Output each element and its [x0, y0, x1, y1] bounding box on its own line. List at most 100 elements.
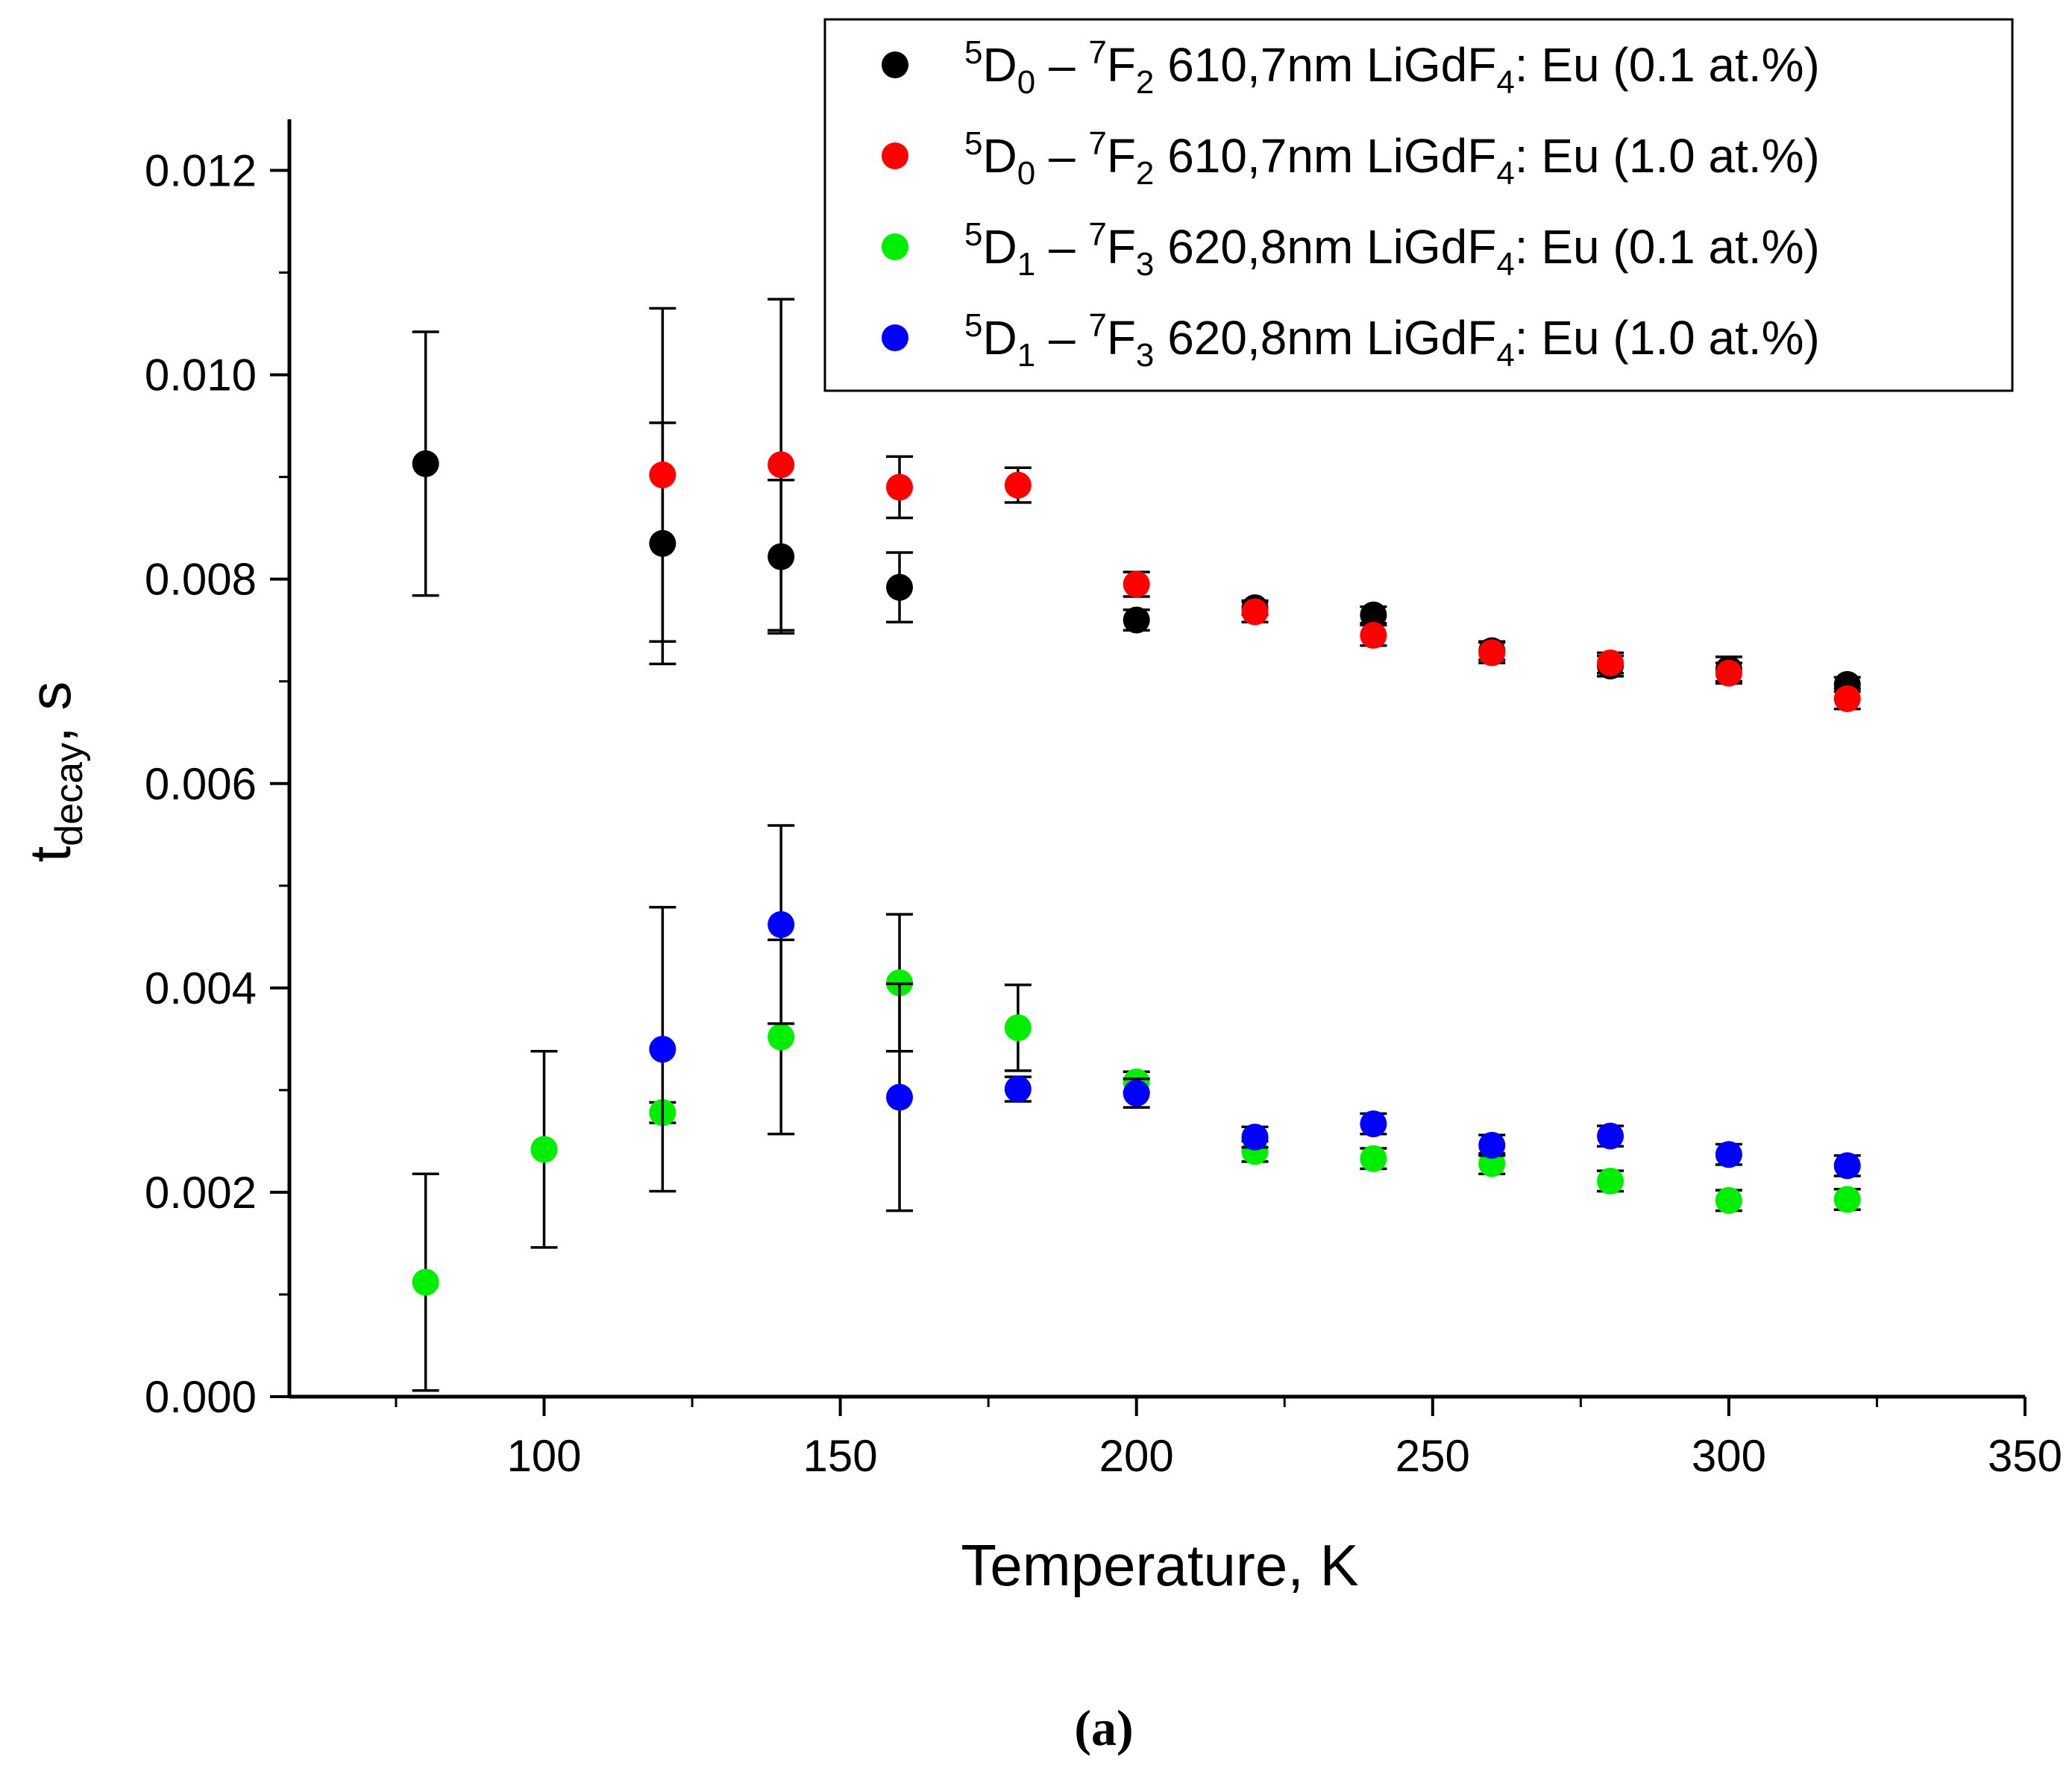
- legend-label-sup1: 5: [964, 216, 982, 253]
- y-tick-label: 0.010: [145, 350, 257, 400]
- legend-label-dash: –: [1035, 220, 1088, 274]
- data-point: [1715, 1141, 1742, 1168]
- data-point: [1833, 1152, 1861, 1180]
- data-point: [1004, 471, 1032, 499]
- data-point: [1715, 1186, 1742, 1214]
- legend-label-sub2: 2: [1136, 64, 1154, 101]
- legend-label-sub2: 2: [1136, 155, 1154, 192]
- data-point: [1360, 601, 1387, 629]
- legend-label-base1: D: [982, 129, 1017, 183]
- legend-label-sub1: 0: [1017, 155, 1035, 192]
- legend-marker: [882, 51, 908, 78]
- legend-label-tail: : Eu (0.1 at.%): [1515, 38, 1820, 92]
- legend-label-sup1: 5: [964, 125, 982, 162]
- data-series: [412, 298, 1861, 1392]
- legend-label-sub2: 3: [1136, 246, 1154, 283]
- legend-label-base2: F: [1107, 38, 1136, 92]
- legend-entry-3: 5D1 – 7F3 620,8nm LiGdF4: Eu (0.1 at.%): [882, 216, 1820, 283]
- data-point: [1123, 606, 1150, 634]
- data-point: [886, 1083, 914, 1111]
- data-point: [649, 461, 676, 488]
- x-tick-label: 150: [803, 1431, 878, 1481]
- data-point: [412, 450, 439, 477]
- legend-label-base2: F: [1107, 311, 1136, 365]
- legend-marker: [882, 233, 908, 260]
- data-point: [1478, 1150, 1506, 1177]
- legend-label-base2: F: [1107, 220, 1136, 274]
- data-point: [767, 451, 795, 479]
- legend-label-base1: D: [982, 311, 1017, 365]
- legend-label-dash: –: [1035, 129, 1088, 183]
- x-tick-label: 350: [1988, 1431, 2062, 1481]
- legend-box: [823, 18, 2014, 392]
- x-axis-title: Temperature, K: [961, 1532, 1358, 1598]
- legend-label-sup1: 5: [964, 307, 982, 344]
- legend-label-sub1: 1: [1017, 337, 1035, 374]
- y-axis-title-suffix: , s: [17, 682, 83, 743]
- legend-label-base1: D: [982, 220, 1017, 274]
- data-point: [1478, 639, 1506, 667]
- data-point: [1597, 649, 1624, 677]
- data-point: [1360, 622, 1387, 649]
- legend-entry-2: 5D0 – 7F2 610,7nm LiGdF4: Eu (1.0 at.%): [882, 125, 1820, 192]
- y-tick-label: 0.000: [145, 1372, 257, 1422]
- data-point: [530, 1136, 558, 1163]
- data-point: [1360, 1110, 1387, 1138]
- data-point: [1123, 1079, 1150, 1107]
- data-point: [1241, 598, 1269, 626]
- series-4: [649, 824, 1861, 1212]
- data-point: [1004, 1075, 1032, 1103]
- legend-label: 5D0 – 7F2 610,7nm LiGdF4: Eu (1.0 at.%): [964, 125, 1820, 192]
- y-axis-title-subscript: decay: [48, 743, 91, 846]
- legend-entry-4: 5D1 – 7F3 620,8nm LiGdF4: Eu (1.0 at.%): [882, 307, 1820, 374]
- data-point: [1123, 570, 1150, 598]
- data-point: [1597, 1122, 1624, 1150]
- y-tick-label: 0.012: [145, 146, 257, 196]
- x-tick-label: 300: [1692, 1431, 1766, 1481]
- y-tick-label: 0.002: [145, 1168, 257, 1218]
- x-tick-label: 250: [1396, 1431, 1470, 1481]
- legend-label-mid: 620,8nm LiGdF: [1154, 220, 1496, 274]
- legend-label-mid: 620,8nm LiGdF: [1154, 311, 1496, 365]
- legend-label-sub1: 1: [1017, 246, 1035, 283]
- data-point: [1478, 1131, 1506, 1159]
- legend-label-sub3: 4: [1496, 64, 1514, 101]
- y-tick-label: 0.004: [145, 963, 257, 1013]
- legend-label-sup2: 7: [1088, 216, 1106, 253]
- legend-label-dash: –: [1035, 38, 1088, 92]
- legend-label: 5D1 – 7F3 620,8nm LiGdF4: Eu (1.0 at.%): [964, 307, 1820, 374]
- x-tick-label: 200: [1099, 1431, 1174, 1481]
- legend-marker: [882, 142, 908, 169]
- legend-label-tail: : Eu (1.0 at.%): [1515, 311, 1820, 365]
- legend-label-sub3: 4: [1496, 155, 1514, 192]
- legend-entries: 5D0 – 7F2 610,7nm LiGdF4: Eu (0.1 at.%)5…: [882, 34, 1820, 374]
- data-point: [1241, 1123, 1269, 1151]
- figure-caption: (a): [1074, 1699, 1133, 1756]
- axis-tick-labels: 100 150 200 250 300 3500.0000.0020.0040.0060.…: [145, 146, 2062, 1481]
- data-point: [886, 573, 914, 601]
- data-point: [1360, 1145, 1387, 1172]
- legend-label-sup2: 7: [1088, 125, 1106, 162]
- legend-label-base2: F: [1107, 129, 1136, 183]
- plot-area: 100 150 200 250 300 3500.0000.0020.0040.0060.…: [145, 119, 2062, 1481]
- legend-label-mid: 610,7nm LiGdF: [1154, 38, 1496, 92]
- x-tick-label: 100: [506, 1431, 581, 1481]
- data-point: [1833, 685, 1861, 713]
- legend-label-mid: 610,7nm LiGdF: [1154, 129, 1496, 183]
- y-axis-title-base: t: [17, 846, 83, 862]
- y-axis-title: tdecay, s: [17, 682, 91, 863]
- data-point: [767, 1023, 795, 1051]
- series-2: [649, 298, 1861, 713]
- y-tick-label: 0.006: [145, 759, 257, 809]
- data-point: [412, 1268, 439, 1296]
- data-point: [649, 1036, 676, 1063]
- legend-label-sup1: 5: [964, 34, 982, 71]
- legend-entry-1: 5D0 – 7F2 610,7nm LiGdF4: Eu (0.1 at.%): [882, 34, 1820, 101]
- legend-label-tail: : Eu (1.0 at.%): [1515, 129, 1820, 183]
- data-point: [1004, 1014, 1032, 1042]
- data-point: [886, 474, 914, 501]
- data-point: [1597, 1167, 1624, 1195]
- legend-label-base1: D: [982, 38, 1017, 92]
- legend-label-sub3: 4: [1496, 246, 1514, 283]
